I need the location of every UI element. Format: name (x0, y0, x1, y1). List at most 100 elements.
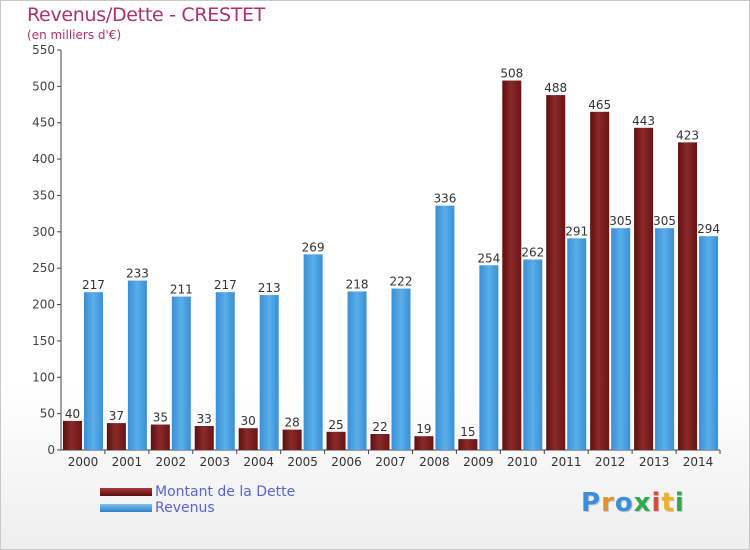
bar-revenus (215, 292, 235, 450)
bar-revenus (347, 291, 367, 450)
bar-dette (194, 426, 214, 450)
bar-dette (634, 127, 654, 451)
data-label-revenus: 291 (565, 224, 588, 238)
legend-label-revenus: Revenus (155, 500, 215, 516)
data-label-dette: 30 (241, 414, 256, 428)
y-tick-label: 0 (47, 443, 55, 457)
y-tick-label: 500 (32, 79, 55, 93)
logo-letter: t (661, 488, 675, 518)
chart-title: Revenus/Dette - CRESTET (27, 4, 266, 26)
data-label-dette: 423 (676, 128, 699, 142)
data-label-dette: 488 (544, 81, 567, 95)
y-tick-label: 250 (32, 261, 55, 275)
data-label-revenus: 217 (82, 278, 105, 292)
y-tick-label: 400 (32, 152, 55, 166)
bar-dette (502, 80, 522, 450)
data-label-revenus: 233 (126, 267, 149, 281)
logo-letter: x (633, 488, 652, 518)
legend-swatch-revenus (100, 504, 152, 512)
x-tick-label: 2003 (199, 455, 230, 469)
bar-revenus (699, 236, 719, 450)
data-label-dette: 22 (372, 420, 387, 434)
x-tick-label: 2000 (68, 455, 99, 469)
data-label-dette: 40 (65, 407, 80, 421)
bar-revenus (303, 254, 323, 450)
bar-dette (414, 436, 434, 450)
bar-dette (546, 95, 566, 450)
x-tick-label: 2005 (287, 455, 318, 469)
bar-dette (590, 111, 610, 451)
bar-revenus (523, 259, 543, 450)
data-label-revenus: 222 (390, 275, 413, 289)
bar-dette (238, 428, 258, 450)
y-tick-label: 300 (32, 225, 55, 239)
y-tick-label: 150 (32, 334, 55, 348)
bar-dette (370, 434, 390, 450)
y-tick-label: 100 (32, 370, 55, 384)
y-tick-label: 550 (32, 43, 55, 57)
data-label-dette: 35 (153, 411, 168, 425)
bar-revenus (171, 296, 191, 450)
chart-subtitle: (en milliers d'€) (27, 28, 122, 42)
logo-letter: i (674, 488, 685, 518)
data-label-revenus: 218 (346, 277, 369, 291)
bar-revenus (391, 288, 411, 450)
data-label-revenus: 336 (433, 192, 456, 206)
data-label-dette: 465 (588, 98, 611, 112)
bar-revenus (655, 228, 675, 450)
x-tick-label: 2006 (331, 455, 362, 469)
x-tick-label: 2011 (551, 455, 582, 469)
bar-dette (282, 429, 302, 450)
data-label-revenus: 305 (609, 214, 632, 228)
x-tick-label: 2004 (243, 455, 274, 469)
y-tick-label: 350 (32, 188, 55, 202)
data-label-revenus: 213 (258, 281, 281, 295)
data-label-revenus: 217 (214, 278, 237, 292)
bar-dette (106, 423, 126, 450)
data-label-dette: 33 (197, 412, 212, 426)
y-tick-label: 450 (32, 116, 55, 130)
x-tick-label: 2002 (156, 455, 187, 469)
bar-revenus (611, 228, 631, 450)
bar-revenus (259, 295, 279, 450)
bar-dette (326, 431, 346, 450)
y-tick-label: 200 (32, 298, 55, 312)
bar-revenus (567, 238, 587, 450)
data-label-revenus: 305 (653, 214, 676, 228)
data-label-revenus: 262 (521, 245, 544, 259)
data-label-dette: 28 (284, 416, 299, 430)
data-label-dette: 443 (632, 114, 655, 128)
data-label-dette: 37 (109, 409, 124, 423)
data-label-dette: 25 (328, 418, 343, 432)
data-label-dette: 15 (460, 425, 475, 439)
bar-revenus (435, 205, 455, 450)
data-label-revenus: 269 (302, 240, 325, 254)
logo-letter: i (651, 488, 662, 518)
x-tick-label: 2012 (595, 455, 626, 469)
bar-revenus (127, 280, 147, 450)
bar-dette (458, 439, 478, 450)
x-tick-label: 2009 (463, 455, 494, 469)
proxiti-logo: Proxiti (581, 488, 685, 518)
legend-swatch-dette (100, 488, 152, 496)
bar-revenus (83, 292, 103, 450)
x-tick-label: 2007 (375, 455, 406, 469)
bar-dette (62, 420, 82, 450)
legend-label-dette: Montant de la Dette (155, 484, 296, 500)
data-label-dette: 19 (416, 422, 431, 436)
data-label-revenus: 211 (170, 283, 193, 297)
x-tick-label: 2001 (112, 455, 143, 469)
data-label-revenus: 294 (697, 222, 720, 236)
logo-letter: P (581, 488, 602, 518)
y-tick-label: 50 (40, 407, 55, 421)
data-label-revenus: 254 (477, 251, 500, 265)
bar-dette (678, 142, 698, 450)
logo-letter: r (601, 488, 615, 518)
bar-revenus (479, 265, 499, 450)
data-label-dette: 508 (500, 67, 523, 81)
logo-letter: o (614, 488, 634, 518)
x-tick-label: 2010 (507, 455, 538, 469)
x-tick-label: 2014 (683, 455, 714, 469)
bar-dette (150, 424, 170, 450)
